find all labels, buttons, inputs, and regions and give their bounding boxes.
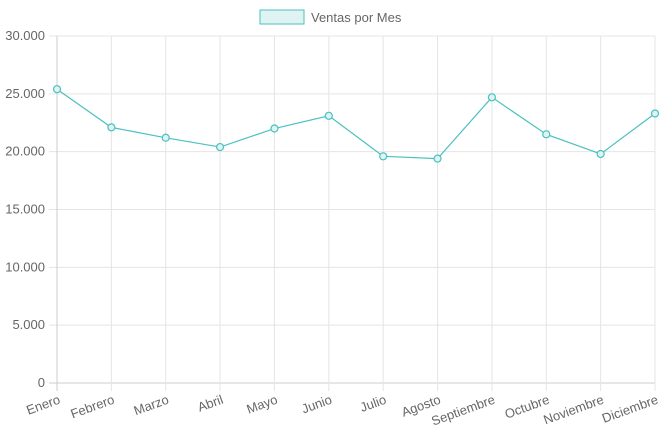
y-tick-label: 0 bbox=[38, 375, 45, 390]
data-point bbox=[433, 154, 442, 163]
data-point bbox=[161, 133, 170, 142]
series-layer bbox=[52, 85, 660, 163]
legend-label: Ventas por Mes bbox=[311, 10, 402, 25]
data-point bbox=[650, 109, 660, 118]
axis-layer: 0 5.000 10.000 15.000 20.000 25.000 30.000 Ener… bbox=[5, 28, 660, 429]
y-tick-label: 30.000 bbox=[5, 28, 45, 43]
data-point bbox=[52, 85, 62, 94]
data-point bbox=[270, 124, 279, 133]
legend-swatch bbox=[259, 9, 305, 25]
legend[interactable]: Ventas por Mes bbox=[259, 9, 402, 25]
y-tick-label: 10.000 bbox=[5, 259, 45, 274]
data-point bbox=[324, 111, 333, 120]
data-point bbox=[379, 152, 388, 161]
series-line bbox=[56, 88, 656, 160]
x-tick-label: Diciembre bbox=[600, 392, 660, 426]
data-point bbox=[542, 130, 551, 139]
data-point bbox=[596, 149, 605, 159]
grid-layer bbox=[49, 35, 656, 391]
x-tick-label: Mayo bbox=[244, 392, 279, 417]
x-tick-label: Julio bbox=[358, 392, 388, 415]
x-tick-label: Enero bbox=[24, 392, 62, 418]
y-tick-label: 15.000 bbox=[5, 202, 45, 217]
data-point bbox=[487, 93, 497, 102]
data-point bbox=[215, 142, 225, 152]
y-tick-label: 25.000 bbox=[5, 86, 45, 101]
data-point bbox=[107, 123, 116, 132]
x-tick-label: Marzo bbox=[132, 392, 171, 418]
x-tick-label: Febrero bbox=[68, 392, 116, 422]
y-tick-label: 5.000 bbox=[12, 317, 45, 332]
x-tick-label: Junio bbox=[300, 392, 334, 417]
y-tick-label: 20.000 bbox=[5, 144, 45, 159]
x-tick-label: Septiembre bbox=[429, 392, 497, 429]
x-tick-label: Abril bbox=[196, 392, 226, 415]
x-tick-label: Noviembre bbox=[541, 392, 605, 428]
